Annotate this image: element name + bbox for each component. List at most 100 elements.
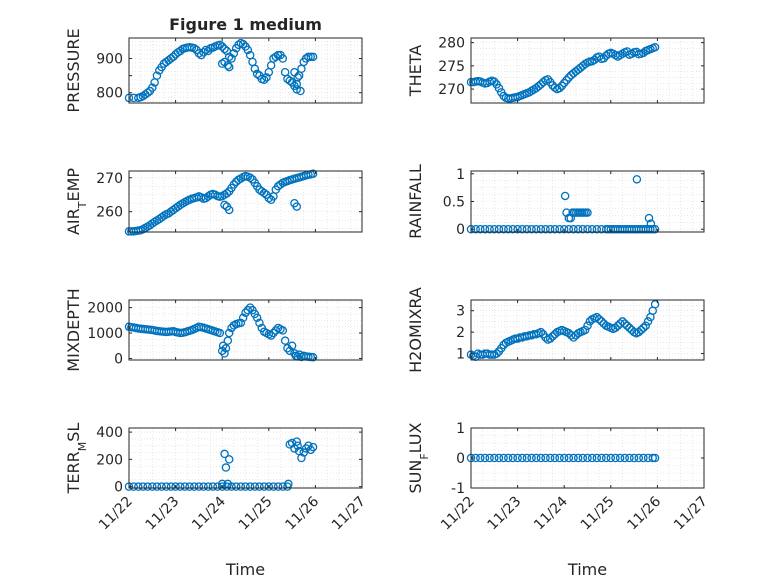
y-tick-label: 280 [438,36,465,52]
data-point [208,482,218,491]
data-point [243,45,253,55]
data-point [597,317,606,326]
y-tick-label: 275 [438,59,465,75]
x-tick-label: 11/24 [531,493,571,533]
subplot-4: 0 0.5 1 RAINFALL [406,164,705,239]
y-tick-label: 270 [96,171,123,187]
data-point [308,169,318,178]
x-tick-label: 11/22 [96,494,136,534]
data-point [304,441,313,450]
data-point [189,482,199,491]
data-point [238,39,248,49]
x-tick-label: 11/25 [578,494,618,534]
data-point [162,482,171,491]
data-point [646,219,656,228]
data-point [564,73,574,82]
data-point [583,453,592,463]
data-point [587,224,597,234]
data-point [236,318,246,328]
axes-box [470,299,705,361]
data-point [222,189,232,198]
data-point [550,453,560,463]
data-point [224,328,234,338]
data-point [504,453,513,463]
data-point [555,83,564,93]
data-point [650,224,660,234]
data-point [221,463,231,472]
data-point [278,326,288,335]
y-axis-label: AIRTEMP [64,168,89,235]
data-point [259,75,269,84]
data-point [296,86,305,96]
y-tick-label: 0 [456,451,465,467]
x-axis-label: Time [225,560,265,579]
data-point [220,200,229,210]
data-point [620,453,630,463]
data-point [176,482,185,491]
data-point [306,52,315,62]
data-point [492,349,501,358]
data-point [224,205,234,215]
y-axis-label: MIXDEPTH [64,288,83,371]
data-point [134,482,143,491]
data-point [245,482,255,491]
data-point [564,453,574,463]
data-point [308,442,318,452]
data-point [220,449,229,459]
data-point [252,69,262,79]
y-tick-label: 0 [456,222,465,238]
data-point [648,453,657,463]
data-point [217,42,227,51]
data-point [203,482,213,491]
y-tick-label: 2 [456,325,465,341]
data-point [545,224,555,234]
x-tick-label: 11/23 [485,494,525,534]
data-point [189,44,199,53]
data-point [527,453,536,463]
data-point [625,323,634,333]
data-point [578,453,588,463]
data-point [531,224,541,234]
data-point [487,350,497,359]
subplot-3: 260 270 AIRTEMP [64,168,363,236]
data-point [215,328,225,338]
data-point [199,48,208,57]
data-point [476,453,485,463]
data-point [169,52,178,62]
data-point [273,482,283,491]
subplot-7: 0 200 400 11/22 11/23 11/24 11/25 11/26 11/27 TER… [64,423,369,579]
data-point [220,44,229,54]
data-point [601,453,611,463]
data-point [231,482,241,491]
data-point [250,482,260,491]
data-point [504,224,513,234]
data-point [545,334,555,343]
data-point [578,224,588,234]
x-tick-label: 11/22 [438,494,478,534]
data-point [618,317,627,326]
data-point [480,224,490,234]
y-tick-label: 0 [114,351,123,367]
x-tick-label: 11/27 [671,494,711,534]
data-point [541,224,550,234]
y-tick-label: 270 [438,82,465,98]
data-point [545,453,555,463]
axes-box [128,299,363,361]
data-point [629,453,639,463]
data-point [494,453,504,463]
data-point [643,317,653,326]
data-point [148,83,157,92]
data-point [508,224,518,234]
data-point [522,453,532,463]
data-point [555,224,564,234]
data-point [648,224,657,234]
data-point [243,305,253,315]
data-point [223,61,233,70]
data-point [250,64,260,74]
data-point [644,213,654,223]
data-point [555,453,564,463]
data-point [224,455,234,464]
data-point [580,325,590,335]
data-point [650,453,660,463]
x-tick-label: 11/26 [282,493,322,533]
